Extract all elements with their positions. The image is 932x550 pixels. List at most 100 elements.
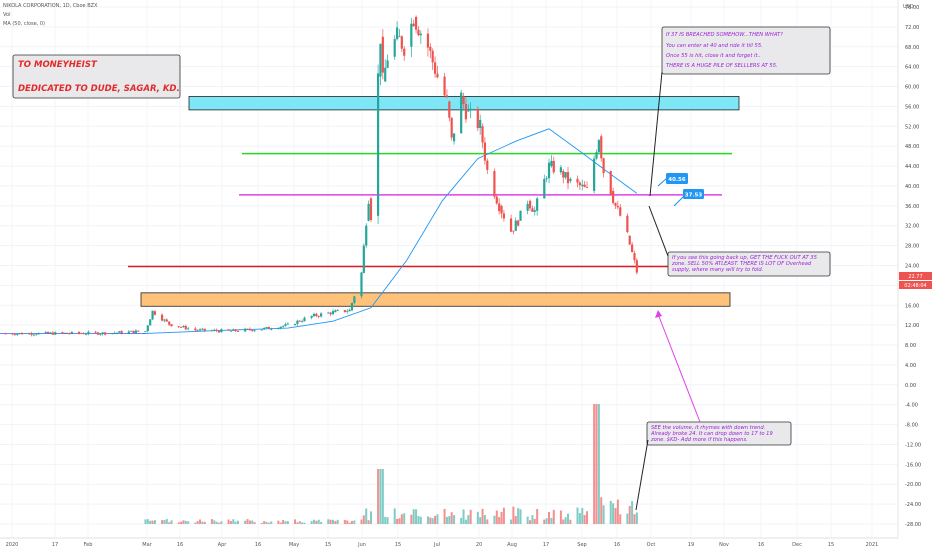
volume-bar [631, 501, 634, 524]
volume-bar [519, 509, 522, 524]
magenta-arrow-head [655, 310, 662, 318]
volume-bar [331, 519, 334, 524]
volume-bar [419, 516, 422, 524]
note-top-bg [661, 26, 831, 75]
volume-bar [248, 520, 251, 524]
volume-bar [410, 514, 413, 524]
candle-body [312, 313, 316, 317]
volume-bar [210, 519, 213, 524]
candle-body [196, 330, 199, 331]
candle-body [120, 331, 123, 334]
candle-body [450, 117, 453, 138]
volume-bar [177, 522, 180, 524]
price-tick: 52.00 [905, 124, 919, 130]
volume-bar [635, 512, 638, 524]
magenta-arrow-line [657, 313, 701, 423]
volume-bar [180, 521, 183, 524]
candle-body [61, 332, 64, 334]
note-top-pointer [649, 71, 663, 197]
candle-body [263, 327, 266, 330]
ma-label: MA (50, close, 0) [3, 21, 45, 27]
candle-body [298, 320, 301, 322]
candle-body [559, 167, 562, 173]
candle-body [619, 207, 622, 216]
candle-body [317, 316, 320, 317]
price-tick: -20.00 [905, 482, 921, 488]
candle-body [614, 202, 617, 206]
note-top-line-1: If 37 IS BREACHED SOMEHOW...THEN WHAT? [666, 32, 783, 38]
volume-bar [614, 508, 617, 524]
price-tick: 72.00 [905, 25, 919, 31]
candle-body [82, 333, 85, 335]
time-tick: 16 [758, 542, 764, 548]
countdown-text: 02:48:04 [904, 283, 926, 289]
candle-body [301, 321, 304, 322]
volume-bar [486, 519, 489, 524]
candle-body [303, 317, 306, 322]
candle-body [20, 333, 24, 335]
ma50-line [143, 128, 638, 335]
candles [0, 15, 638, 337]
volume-bar [346, 520, 349, 524]
price-tick: -12.00 [905, 442, 921, 448]
volume-bar [298, 521, 301, 524]
volume-bar [436, 514, 439, 524]
callout-40-56-pointer [657, 177, 668, 187]
volume-bar [296, 522, 299, 524]
candle-body [16, 333, 19, 335]
volume-bar [445, 516, 448, 524]
candle-body [194, 328, 197, 331]
price-tick: 76.00 [905, 5, 919, 11]
callout-40-56: 40.56 [657, 173, 688, 187]
candle-body [612, 190, 615, 203]
candle-body [426, 33, 430, 48]
volume-bar [567, 513, 570, 524]
candle-body [576, 178, 579, 183]
time-tick: Aug [507, 542, 517, 548]
volume-bar [327, 519, 330, 524]
time-tick: 17 [52, 542, 58, 548]
candle-body [443, 76, 446, 96]
time-tick: Sep [577, 542, 586, 548]
candle-body [168, 321, 171, 325]
candle-body [436, 73, 439, 78]
candle-body [547, 162, 551, 179]
volume-bar [476, 511, 479, 524]
volume-bar [495, 510, 498, 524]
volume-bar [353, 520, 356, 524]
candle-body [179, 327, 183, 328]
candle-body [286, 323, 289, 325]
volume-bar [403, 513, 406, 524]
volume-bar [187, 521, 190, 524]
candle-body [63, 332, 66, 334]
volume-bar [512, 506, 515, 524]
dedication-title: TO MONEYHEIST [18, 60, 98, 70]
candle-body [296, 320, 299, 325]
time-tick: Apr [218, 542, 228, 548]
candle-body [232, 329, 235, 331]
volume-bar [536, 509, 539, 524]
volume-bar [329, 519, 332, 524]
candle-body [327, 312, 330, 314]
candle-body [393, 39, 396, 57]
volume-bar [194, 522, 197, 524]
volume-bar [493, 515, 496, 524]
volume-bar [434, 515, 437, 524]
volume-bar [626, 513, 629, 524]
price-tick: 60.00 [905, 85, 919, 91]
candle-body [11, 333, 14, 335]
volume-bar [348, 522, 351, 524]
volume-bar [448, 516, 451, 524]
candle-body [182, 326, 185, 328]
volume-bar [398, 518, 401, 524]
grid [0, 0, 898, 538]
volume-bar [265, 521, 268, 524]
note-bottom-bg [646, 421, 792, 446]
candle-body [37, 332, 40, 335]
candle-body [44, 331, 47, 333]
volume-bar [633, 514, 636, 524]
candle-body [28, 333, 31, 335]
candle-body [279, 326, 282, 329]
callout-40-56-bg [666, 173, 688, 184]
